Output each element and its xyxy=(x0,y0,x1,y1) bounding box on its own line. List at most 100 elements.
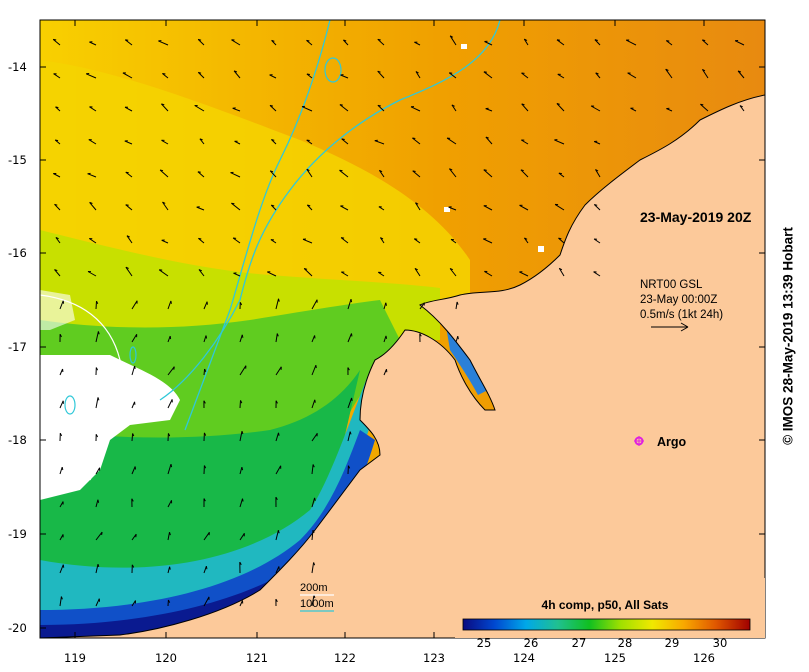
current-arrow-head xyxy=(95,367,99,371)
current-arrow xyxy=(701,39,709,46)
argo-marker-icon[interactable] xyxy=(634,436,644,446)
current-arrow xyxy=(131,600,136,607)
current-arrow-head xyxy=(451,104,455,107)
date-label: 23-May-2019 20Z xyxy=(640,209,752,225)
current-arrow xyxy=(519,271,529,277)
current-arrow xyxy=(558,237,565,244)
current-arrow xyxy=(194,105,205,112)
current-arrow-head xyxy=(314,399,316,403)
current-arrow xyxy=(311,497,316,508)
current-arrow xyxy=(414,268,421,277)
current-arrow xyxy=(446,137,457,145)
current-arrow xyxy=(161,239,169,244)
current-arrow-head xyxy=(89,201,93,204)
current-arrow xyxy=(86,73,97,79)
current-arrow-head xyxy=(412,170,416,172)
sea-cyan-region xyxy=(40,370,385,630)
current-arrow-head xyxy=(96,300,99,305)
current-arrow xyxy=(239,400,241,409)
current-arrow-head xyxy=(449,35,454,38)
current-arrow-head xyxy=(277,530,280,534)
current-arrow-head xyxy=(739,105,743,108)
x-tick-label: 124 xyxy=(513,651,535,665)
current-arrow-head xyxy=(556,103,560,105)
current-arrow xyxy=(89,106,97,112)
current-arrow xyxy=(233,70,241,79)
current-arrow xyxy=(303,268,313,277)
current-arrow xyxy=(625,39,637,46)
current-arrow-head xyxy=(241,430,244,435)
current-arrow xyxy=(347,333,352,343)
y-tick-label: -17 xyxy=(8,340,27,354)
current-arrow xyxy=(131,466,136,475)
current-arrow xyxy=(554,139,565,145)
current-arrow xyxy=(59,596,62,607)
current-arrows xyxy=(52,35,745,607)
current-arrow xyxy=(269,105,277,112)
current-arrow xyxy=(89,238,97,244)
current-arrow xyxy=(593,238,601,244)
current-arrow xyxy=(275,465,282,475)
current-arrow-head xyxy=(173,366,175,370)
y-axis xyxy=(40,66,765,629)
current-arrow xyxy=(275,366,282,376)
current-arrow xyxy=(159,169,169,178)
current-arrow-head xyxy=(702,68,706,72)
current-arrow-head xyxy=(380,237,384,240)
current-arrow-head xyxy=(278,298,280,302)
current-arrow xyxy=(232,237,241,244)
current-arrow-head xyxy=(313,595,316,599)
current-arrow xyxy=(203,301,208,310)
current-arrow-head xyxy=(101,532,103,536)
colorbar xyxy=(462,618,751,631)
current-arrow xyxy=(448,206,457,211)
current-arrow-head xyxy=(240,400,243,404)
x-tick-label: 123 xyxy=(423,651,445,665)
current-arrow xyxy=(341,271,349,277)
current-arrow-head xyxy=(377,38,381,41)
current-arrow xyxy=(734,40,745,46)
current-arrow-head xyxy=(702,39,706,42)
current-arrow xyxy=(339,169,349,178)
sea-teal-region xyxy=(40,370,360,600)
current-arrow xyxy=(377,70,385,79)
current-arrow-head xyxy=(483,169,487,171)
current-arrow xyxy=(53,73,61,79)
current-arrow xyxy=(275,333,278,343)
copyright-text: © IMOS 28-May-2019 13:39 Hobart xyxy=(780,227,796,445)
current-arrow xyxy=(448,72,457,79)
current-arrow xyxy=(275,432,279,442)
current-arrow xyxy=(59,501,64,508)
current-arrow xyxy=(267,271,277,277)
current-arrow xyxy=(124,140,133,145)
current-arrow xyxy=(271,139,277,145)
current-arrow xyxy=(233,272,241,277)
current-arrow-head xyxy=(131,498,134,502)
current-arrow xyxy=(594,39,601,46)
current-arrow-head xyxy=(61,466,64,471)
current-arrow-head xyxy=(304,268,308,270)
current-arrow-head xyxy=(415,202,419,205)
current-arrow xyxy=(89,41,97,46)
current-arrow xyxy=(556,103,565,112)
current-arrow xyxy=(125,204,133,211)
current-arrow-head xyxy=(241,466,244,471)
current-arrow xyxy=(485,136,493,145)
current-arrow xyxy=(415,71,421,79)
current-arrow-head xyxy=(59,432,63,437)
current-arrow-head xyxy=(275,598,278,602)
current-arrow xyxy=(239,334,243,343)
current-arrow xyxy=(594,141,601,145)
current-info-line1: NRT00 GSL xyxy=(640,279,703,291)
current-arrow xyxy=(340,237,349,244)
current-arrow xyxy=(311,464,314,475)
current-arrow xyxy=(232,107,241,112)
current-arrow xyxy=(412,170,421,178)
current-arrow-head xyxy=(97,499,100,503)
x-tick-label: 120 xyxy=(155,651,177,665)
current-arrow xyxy=(239,498,243,508)
current-arrow-head xyxy=(55,139,59,142)
current-arrow xyxy=(95,397,99,409)
current-arrow xyxy=(302,238,313,244)
current-arrow xyxy=(377,104,385,112)
